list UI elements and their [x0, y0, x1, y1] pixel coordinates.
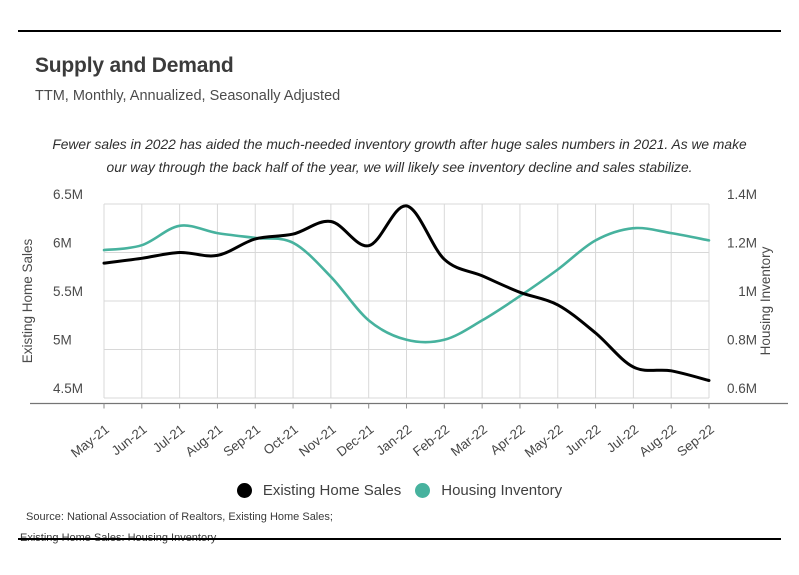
svg-text:Aug-21: Aug-21 — [183, 422, 226, 460]
y-axis-labels: 6.5M 6M 5.5M 5M 4.5M 1.4M 1.2M 1M 0.8M 0.6M — [53, 187, 757, 396]
svg-text:Oct-21: Oct-21 — [260, 422, 300, 458]
svg-text:Jun-22: Jun-22 — [562, 422, 603, 459]
svg-text:Nov-21: Nov-21 — [296, 422, 339, 460]
page-title: Supply and Demand — [35, 54, 234, 77]
source-note: Source: National Association of Realtors… — [20, 507, 333, 549]
svg-text:May-22: May-22 — [522, 422, 566, 461]
right-axis-title: Housing Inventory — [758, 246, 773, 355]
page-subtitle: TTM, Monthly, Annualized, Seasonally Adj… — [35, 88, 341, 104]
svg-text:1M: 1M — [738, 284, 757, 299]
svg-text:May-21: May-21 — [68, 422, 112, 461]
left-axis-title: Existing Home Sales — [20, 238, 35, 363]
legend-item-existing-home-sales: Existing Home Sales — [236, 482, 402, 499]
legend-label: Housing Inventory — [441, 482, 563, 499]
svg-text:Feb-22: Feb-22 — [410, 422, 452, 460]
svg-text:Dec-21: Dec-21 — [334, 422, 377, 460]
chart-legend: Existing Home Sales Housing Inventory — [0, 482, 799, 499]
svg-text:6M: 6M — [53, 236, 72, 251]
top-rule — [18, 30, 781, 32]
svg-text:5.5M: 5.5M — [53, 284, 83, 299]
legend-item-housing-inventory: Housing Inventory — [415, 482, 562, 499]
svg-text:5M: 5M — [53, 333, 72, 348]
x-axis — [30, 402, 788, 409]
svg-text:1.4M: 1.4M — [727, 187, 757, 202]
svg-text:0.6M: 0.6M — [727, 381, 757, 396]
legend-dot-icon — [415, 483, 431, 498]
source-line-1: Source: National Association of Realtors… — [26, 511, 333, 523]
legend-label: Existing Home Sales — [262, 482, 402, 499]
svg-text:Apr-22: Apr-22 — [487, 422, 527, 458]
svg-text:Mar-22: Mar-22 — [448, 422, 490, 460]
svg-text:Jul-21: Jul-21 — [150, 422, 188, 456]
svg-text:Jun-21: Jun-21 — [109, 422, 150, 459]
svg-text:0.8M: 0.8M — [727, 333, 757, 348]
bottom-rule — [18, 538, 781, 540]
svg-text:Jan-22: Jan-22 — [373, 422, 414, 459]
svg-text:Jul-22: Jul-22 — [604, 422, 642, 456]
annotation-line-2: our way through the back half of the yea… — [106, 160, 693, 175]
series-line-existing-home-sales — [102, 204, 711, 382]
legend-dot-icon — [236, 483, 252, 498]
svg-text:Sep-22: Sep-22 — [674, 422, 717, 460]
svg-text:6.5M: 6.5M — [53, 187, 83, 202]
annotation-line-1: Fewer sales in 2022 has aided the much-n… — [52, 137, 747, 152]
gridlines — [103, 203, 710, 399]
svg-text:4.5M: 4.5M — [53, 381, 83, 396]
svg-text:Aug-22: Aug-22 — [636, 422, 679, 460]
svg-text:1.2M: 1.2M — [727, 236, 757, 251]
svg-text:Sep-21: Sep-21 — [220, 422, 263, 460]
annotation: Fewer sales in 2022 has aided the much-n… — [0, 133, 799, 179]
series-line-housing-inventory — [102, 224, 711, 344]
